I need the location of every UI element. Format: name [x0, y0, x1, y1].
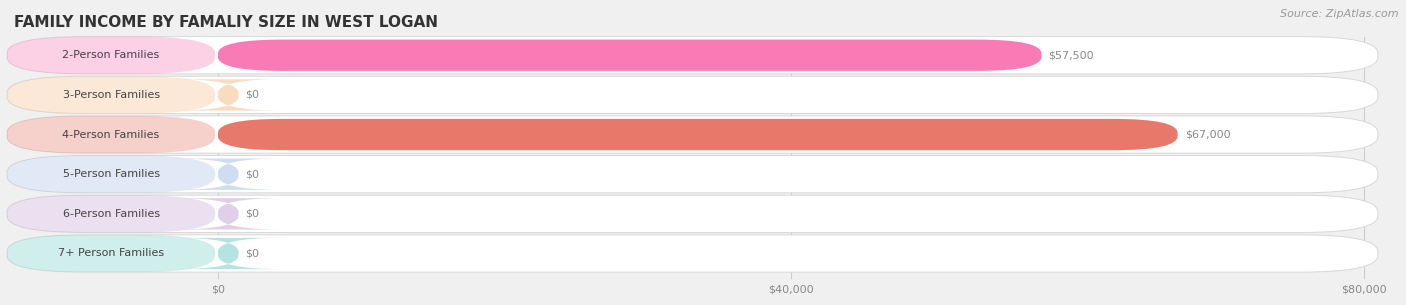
Text: $0: $0 — [246, 90, 260, 100]
Text: 2-Person Families: 2-Person Families — [62, 50, 160, 60]
Text: $0: $0 — [246, 249, 260, 258]
Text: 7+ Person Families: 7+ Person Families — [58, 249, 165, 258]
Text: $80,000: $80,000 — [1341, 285, 1386, 295]
Text: $0: $0 — [211, 285, 225, 295]
Text: $0: $0 — [246, 169, 260, 179]
Text: $40,000: $40,000 — [768, 285, 814, 295]
Text: 3-Person Families: 3-Person Families — [62, 90, 160, 100]
Text: 6-Person Families: 6-Person Families — [62, 209, 160, 219]
Text: Source: ZipAtlas.com: Source: ZipAtlas.com — [1281, 9, 1399, 19]
Text: 5-Person Families: 5-Person Families — [62, 169, 160, 179]
Text: $0: $0 — [246, 209, 260, 219]
Text: $57,500: $57,500 — [1049, 50, 1094, 60]
Text: $67,000: $67,000 — [1185, 130, 1230, 139]
Text: 4-Person Families: 4-Person Families — [62, 130, 160, 139]
Text: FAMILY INCOME BY FAMALIY SIZE IN WEST LOGAN: FAMILY INCOME BY FAMALIY SIZE IN WEST LO… — [14, 15, 439, 30]
